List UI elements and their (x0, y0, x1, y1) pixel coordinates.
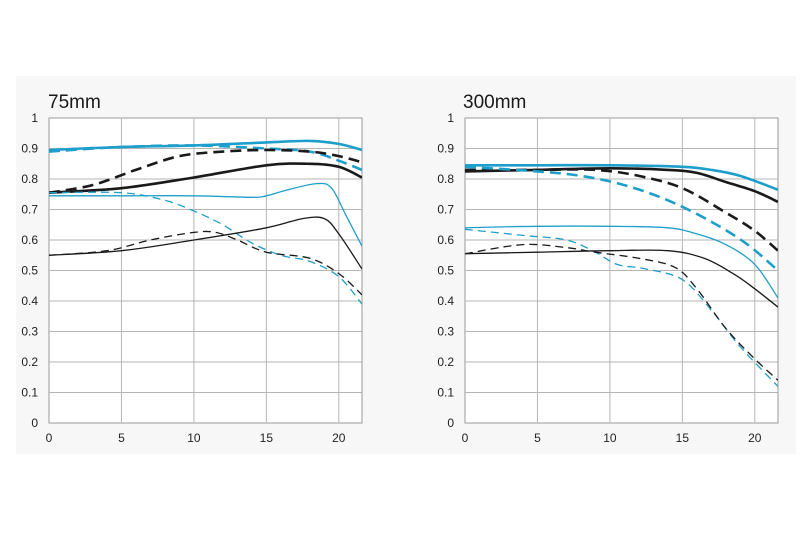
y-tick-label: 1 (447, 111, 454, 125)
series-line-7 (465, 249, 778, 308)
series-line-1 (49, 144, 362, 172)
y-tick-label: 0.2 (437, 355, 454, 369)
chart-title: 300mm (463, 92, 526, 113)
y-tick-label: 0.5 (437, 264, 454, 278)
x-tick-label: 20 (332, 431, 346, 445)
chart-0: 00.10.20.30.40.50.60.70.80.910 5 10 15 2075m… (21, 92, 363, 445)
series-line-6 (465, 243, 778, 381)
x-tick-label: 5 (534, 431, 541, 445)
x-tick-label: 10 (187, 431, 201, 445)
y-tick-label: 0 (31, 416, 38, 430)
x-tick-label: 20 (748, 431, 762, 445)
y-tick-label: 0.8 (21, 172, 38, 186)
series-line-3 (49, 162, 362, 194)
y-tick-label: 0.3 (437, 325, 454, 339)
y-tick-label: 0.1 (437, 386, 454, 400)
y-tick-label: 0.4 (437, 294, 454, 308)
x-tick-label: 5 (118, 431, 125, 445)
y-tick-label: 0.7 (21, 203, 38, 217)
series-line-4 (465, 225, 778, 299)
y-tick-label: 0.6 (437, 233, 454, 247)
chart-title: 75mm (48, 92, 101, 113)
series-line-0 (465, 163, 778, 191)
x-tick-label: 10 (603, 431, 617, 445)
y-tick-label: 0 (447, 416, 454, 430)
y-tick-label: 0.6 (21, 233, 38, 247)
series-group (465, 163, 778, 387)
chart-1: 00.10.20.30.40.50.60.70.80.910 5 10 15 20300… (437, 92, 779, 445)
series-line-3 (465, 165, 778, 272)
y-tick-label: 1 (31, 111, 38, 125)
x-tick-label: 15 (260, 431, 274, 445)
series-line-4 (49, 182, 362, 247)
y-tick-label: 0.9 (437, 142, 454, 156)
series-line-5 (49, 191, 362, 305)
y-tick-label: 0.5 (21, 264, 38, 278)
x-tick-label: 0 (462, 431, 469, 445)
y-tick-label: 0.4 (21, 294, 38, 308)
series-group (49, 139, 362, 305)
series-line-2 (465, 168, 778, 252)
series-line-6 (49, 216, 362, 270)
y-tick-label: 0.9 (21, 142, 38, 156)
y-tick-label: 0.1 (21, 386, 38, 400)
y-tick-label: 0.2 (21, 355, 38, 369)
series-line-2 (49, 148, 362, 194)
x-tick-label: 0 (46, 431, 53, 445)
y-tick-label: 0.8 (437, 172, 454, 186)
y-tick-label: 0.3 (21, 325, 38, 339)
x-tick-label: 15 (676, 431, 690, 445)
y-tick-label: 0.7 (437, 203, 454, 217)
series-line-7 (49, 230, 362, 296)
